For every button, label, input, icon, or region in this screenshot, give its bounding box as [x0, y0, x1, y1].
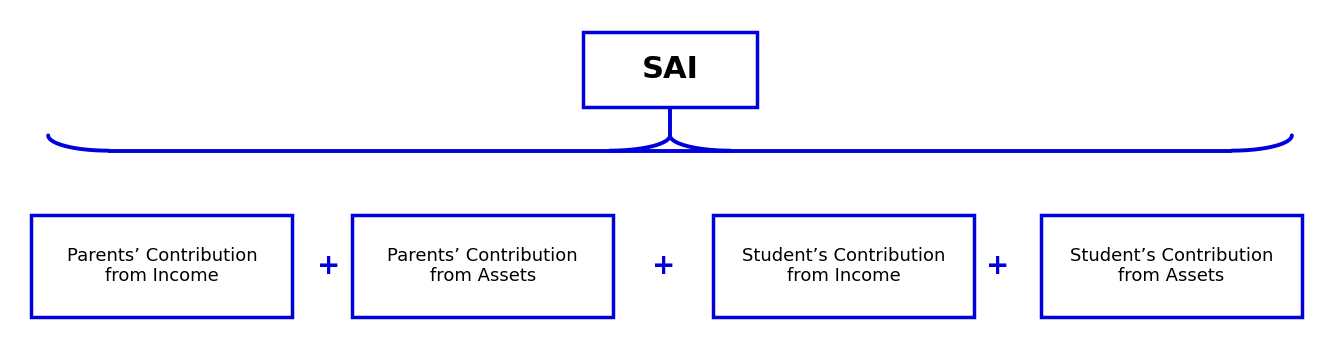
Text: +: + [986, 252, 1009, 280]
Text: SAI: SAI [642, 55, 698, 84]
Text: +: + [651, 252, 675, 280]
Text: Parents’ Contribution
from Income: Parents’ Contribution from Income [67, 247, 257, 285]
Text: Student’s Contribution
from Assets: Student’s Contribution from Assets [1069, 247, 1273, 285]
FancyBboxPatch shape [713, 215, 974, 317]
Text: +: + [318, 252, 340, 280]
FancyBboxPatch shape [583, 32, 757, 107]
FancyBboxPatch shape [1041, 215, 1302, 317]
Text: Parents’ Contribution
from Assets: Parents’ Contribution from Assets [387, 247, 578, 285]
FancyBboxPatch shape [31, 215, 292, 317]
Text: Student’s Contribution
from Income: Student’s Contribution from Income [742, 247, 946, 285]
FancyBboxPatch shape [352, 215, 614, 317]
